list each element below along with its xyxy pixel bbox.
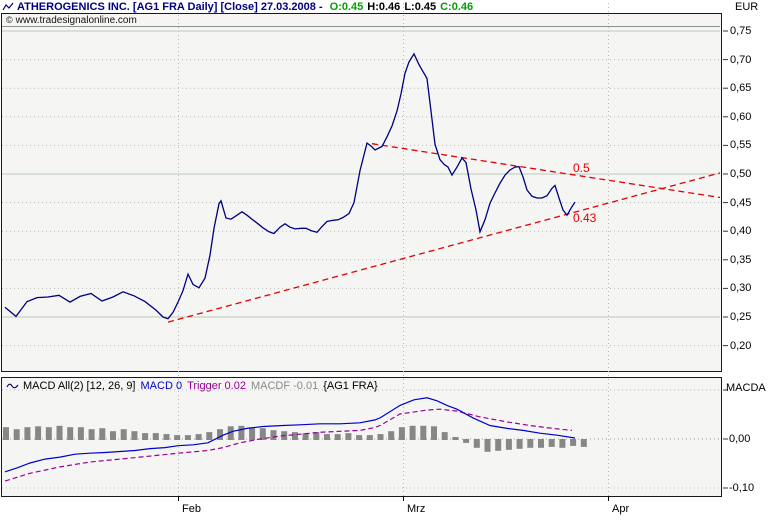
price-axis-label: 0,50 — [730, 168, 752, 180]
line-chart-icon — [2, 2, 14, 10]
wave-icon — [6, 383, 19, 389]
macd-plot-area[interactable]: MACD All(2) [12, 26, 9] MACD 0 Trigger 0.0… — [1, 377, 722, 497]
price-axis-label: 0,30 — [730, 282, 752, 295]
price-axis-label: 0,65 — [730, 82, 752, 95]
ohlc-h: H:0.46 — [367, 0, 401, 13]
price-plot-area[interactable]: © www.tradesignalonline.com — [1, 13, 722, 372]
price-axis-label: 0,20 — [730, 339, 752, 352]
x-axis-label: Feb — [182, 503, 201, 515]
macd-header-segment: Trigger 0.02 — [187, 380, 246, 392]
macd-axis-label: 0,00 — [729, 433, 751, 445]
price-axis-label: 0,70 — [730, 53, 752, 66]
chart-title: ATHEROGENICS INC. [AG1 FRA Daily] [Close… — [17, 0, 323, 13]
price-axis-label: 0,35 — [730, 253, 752, 266]
price-axis-label: 0,25 — [730, 311, 752, 323]
macd-header-segment: {AG1 FRA} — [323, 380, 378, 392]
macd-header-segments: MACD All(2) [12, 26, 9] MACD 0 Trigger 0.0… — [23, 380, 383, 392]
currency-label: EUR — [735, 1, 759, 13]
price-axis-label: 0,60 — [730, 110, 752, 123]
macd-axis-title: MACDA — [726, 382, 766, 394]
ohlc-c: C:0.46 — [440, 0, 474, 13]
macd-header-segment: MACD 0 — [140, 380, 183, 392]
price-axis-label: 0,75 — [730, 25, 752, 37]
ohlc-values: O:0.45 H:0.46 L:0.45 C:0.46 — [326, 1, 474, 13]
macd-axis-label: -0,10 — [729, 482, 755, 494]
watermark-text: www.tradesignalonline.com — [15, 15, 137, 26]
x-axis-label: Apr — [612, 503, 630, 515]
title-bar: ATHEROGENICS INC. [AG1 FRA Daily] [Close… — [2, 0, 473, 13]
x-axis-label: Mrz — [407, 503, 426, 515]
price-axis-label: 0,40 — [730, 225, 752, 238]
macd-header-segment: MACD All(2) [12, 26, 9] — [23, 380, 136, 392]
macd-header-segment: MACDF -0.01 — [250, 380, 319, 392]
ohlc-o: O:0.45 — [329, 0, 364, 13]
ohlc-l: L:0.45 — [404, 0, 437, 13]
copyright-icon: © — [6, 15, 13, 25]
macd-header: MACD All(2) [12, 26, 9] MACD 0 Trigger 0.0… — [6, 380, 388, 392]
price-axis-label: 0,45 — [730, 196, 752, 209]
price-axis-label: 0,55 — [730, 139, 752, 152]
watermark: © www.tradesignalonline.com — [6, 15, 137, 26]
